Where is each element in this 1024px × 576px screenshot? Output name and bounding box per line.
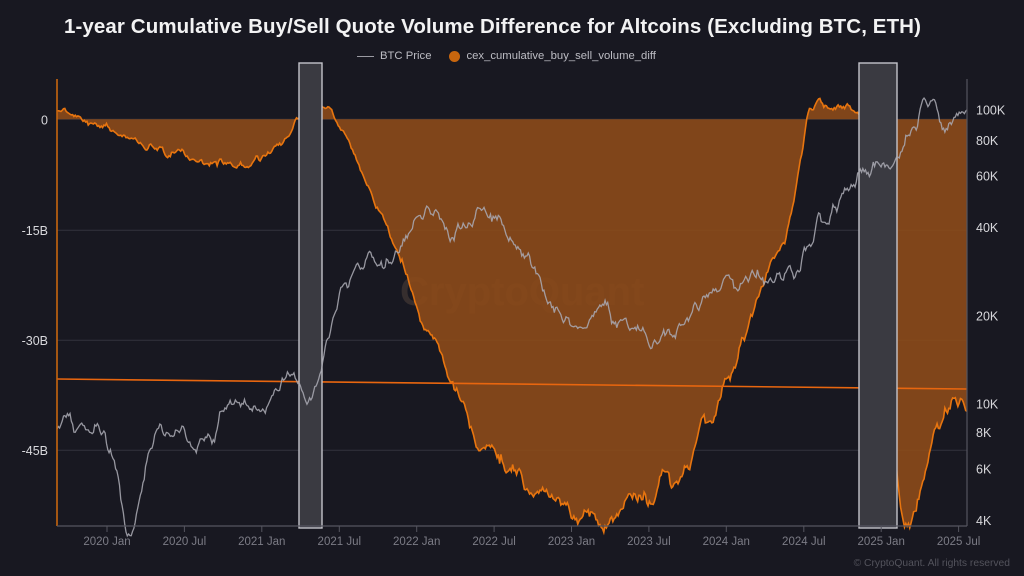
svg-text:20K: 20K bbox=[976, 309, 999, 323]
svg-text:100K: 100K bbox=[976, 104, 1006, 118]
svg-text:10K: 10K bbox=[976, 397, 999, 411]
svg-text:80K: 80K bbox=[976, 134, 999, 148]
svg-text:2023 Jul: 2023 Jul bbox=[627, 536, 670, 548]
svg-text:2020 Jan: 2020 Jan bbox=[83, 536, 130, 548]
svg-text:6K: 6K bbox=[976, 463, 992, 477]
svg-text:2022 Jan: 2022 Jan bbox=[393, 536, 440, 548]
svg-text:2023 Jan: 2023 Jan bbox=[548, 536, 595, 548]
svg-text:0: 0 bbox=[41, 113, 48, 127]
svg-text:4K: 4K bbox=[976, 514, 992, 528]
svg-text:-15B: -15B bbox=[22, 224, 48, 238]
svg-text:8K: 8K bbox=[976, 426, 992, 440]
svg-text:2025 Jan: 2025 Jan bbox=[858, 536, 905, 548]
svg-text:2025 Jul: 2025 Jul bbox=[937, 536, 980, 548]
svg-text:-30B: -30B bbox=[22, 334, 48, 348]
svg-text:2020 Jul: 2020 Jul bbox=[163, 536, 206, 548]
svg-text:60K: 60K bbox=[976, 170, 999, 184]
svg-text:2024 Jan: 2024 Jan bbox=[703, 536, 750, 548]
svg-text:2024 Jul: 2024 Jul bbox=[782, 536, 825, 548]
svg-text:40K: 40K bbox=[976, 221, 999, 235]
svg-text:2021 Jan: 2021 Jan bbox=[238, 536, 285, 548]
svg-text:2021 Jul: 2021 Jul bbox=[318, 536, 361, 548]
svg-text:2022 Jul: 2022 Jul bbox=[472, 536, 515, 548]
svg-text:-45B: -45B bbox=[22, 444, 48, 458]
